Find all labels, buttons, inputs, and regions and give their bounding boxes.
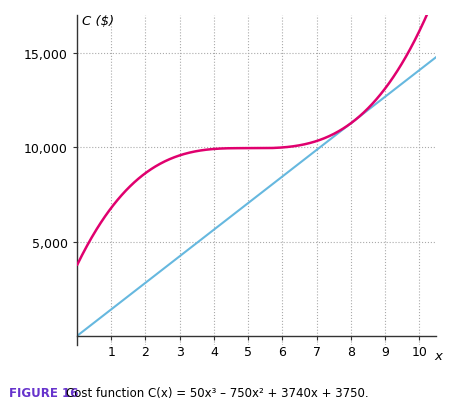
Text: C ($): C ($) [82,15,114,28]
Text: FIGURE 16: FIGURE 16 [9,386,79,399]
Text: Cost function C(x) = 50x³ – 750x² + 3740x + 3750.: Cost function C(x) = 50x³ – 750x² + 3740… [66,386,369,399]
Text: x: x [434,349,442,362]
